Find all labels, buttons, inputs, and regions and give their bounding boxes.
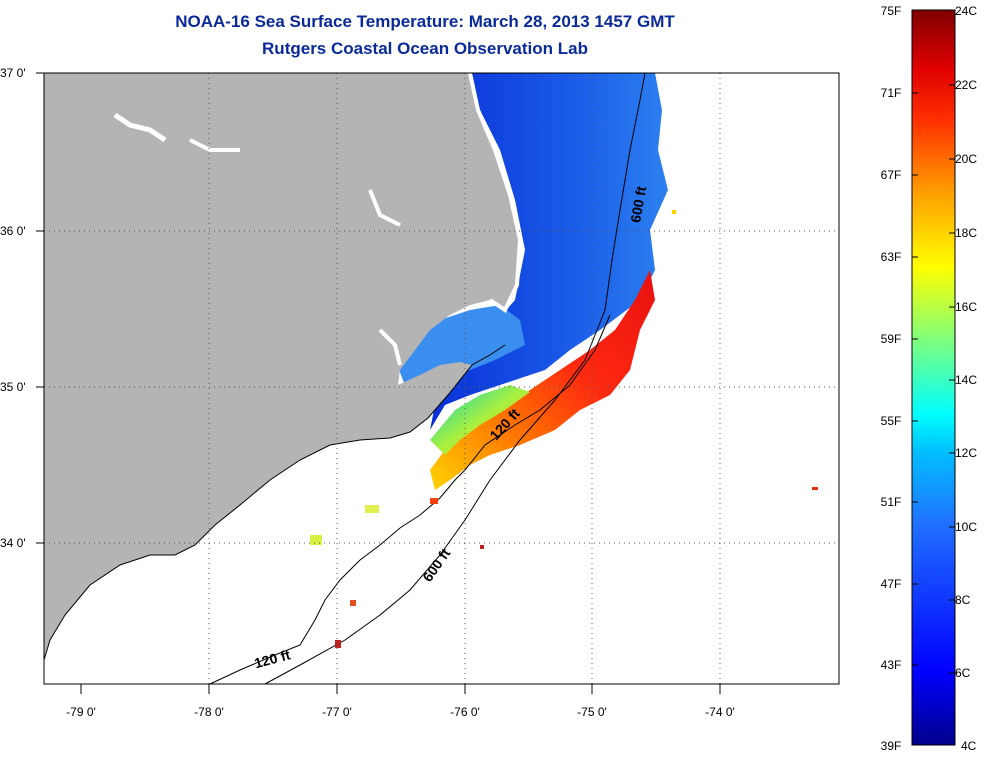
colorbar-c-4: 4C — [961, 739, 977, 753]
axis-ticks — [36, 72, 721, 694]
isobath-label-600-north: 600 ft — [627, 185, 649, 224]
colorbar-f-67: 67F — [880, 168, 902, 182]
gulf-stream-warm-water — [430, 270, 655, 490]
lat-label-36: 36 0' — [0, 224, 26, 238]
colorbar-c-20: 20C — [955, 152, 978, 166]
map-title: NOAA-16 Sea Surface Temperature: March 2… — [175, 12, 675, 31]
colorbar — [911, 9, 956, 746]
colorbar-f-51: 51F — [880, 495, 902, 509]
lon-label-79: -79 0' — [66, 705, 96, 719]
graticule — [44, 73, 839, 684]
land-north-carolina — [44, 73, 520, 660]
colorbar-c-10: 10C — [955, 520, 978, 534]
shelf-transition-water — [430, 385, 530, 455]
river-north — [113, 112, 167, 143]
scattered-pixels — [310, 210, 818, 648]
isobath-120ft — [209, 314, 611, 685]
lon-label-77: -77 0' — [322, 705, 352, 719]
colorbar-c-12: 12C — [955, 446, 978, 460]
lat-label-35: 35 0' — [0, 380, 26, 394]
colorbar-f-55: 55F — [880, 414, 902, 428]
colorbar-c-24: 24C — [955, 4, 978, 18]
colorbar-c-16: 16C — [955, 300, 978, 314]
colorbar-f-39: 39F — [880, 739, 902, 753]
isobath-600ft — [264, 72, 646, 685]
colorbar-f-71: 71F — [880, 86, 902, 100]
lat-label-37: 37 0' — [0, 66, 26, 80]
colorbar-c-14: 14C — [955, 373, 978, 387]
lon-label-78: -78 0' — [194, 705, 224, 719]
colorbar-ticks — [912, 84, 955, 674]
outer-banks — [468, 72, 523, 313]
colorbar-c-22: 22C — [955, 78, 978, 92]
coastline — [43, 344, 506, 661]
map-frame — [43, 72, 840, 685]
colorbar-f-59: 59F — [880, 332, 902, 346]
river-neuse — [378, 328, 402, 366]
pamlico-sound-water — [395, 305, 525, 385]
lon-label-74: -74 0' — [705, 705, 735, 719]
lon-label-76: -76 0' — [450, 705, 480, 719]
colorbar-f-47: 47F — [880, 577, 902, 591]
river-roanoke — [189, 138, 240, 152]
colorbar-f-43: 43F — [880, 658, 902, 672]
colorbar-c-8: 8C — [955, 593, 971, 607]
lon-label-75: -75 0' — [577, 705, 607, 719]
colorbar-c-6: 6C — [955, 666, 971, 680]
map-subtitle: Rutgers Coastal Ocean Observation Lab — [262, 39, 588, 58]
river-chowan — [368, 189, 401, 227]
lat-label-34: 34 0' — [0, 536, 26, 550]
colorbar-f-75: 75F — [880, 4, 902, 18]
colorbar-f-63: 63F — [880, 250, 902, 264]
colorbar-c-18: 18C — [955, 226, 978, 240]
